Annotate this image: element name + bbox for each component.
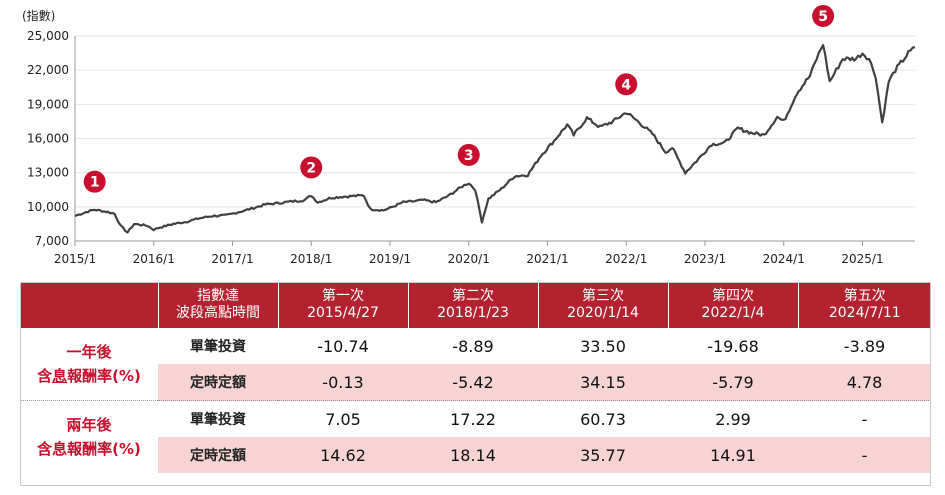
header-peak-time-line1: 指數達 bbox=[197, 288, 239, 304]
value-cell: 2.99 bbox=[668, 400, 798, 437]
y-unit-label: (指數) bbox=[22, 8, 55, 23]
header-col-4: 第四次 2022/1/4 bbox=[667, 282, 798, 328]
peak-marker-label: 1 bbox=[90, 175, 100, 191]
header-peak-time: 指數達 波段高點時間 bbox=[157, 282, 278, 328]
y-tick-label: 22,000 bbox=[27, 63, 69, 77]
peak-marker-circle bbox=[300, 156, 323, 179]
header-col-2-line1: 第二次 bbox=[452, 288, 494, 304]
peak-marker-circle bbox=[615, 73, 638, 96]
header-peak-time-line2: 波段高點時間 bbox=[176, 305, 260, 321]
index-series-line bbox=[74, 44, 916, 234]
method-cell: 定時定額 bbox=[158, 364, 278, 401]
x-tick-label: 2022/1 bbox=[605, 252, 647, 266]
peak-marker-label: 4 bbox=[621, 77, 631, 93]
gridlines bbox=[75, 35, 915, 208]
peak-marker-label: 3 bbox=[464, 148, 474, 164]
header-col-3: 第三次 2020/1/14 bbox=[537, 282, 668, 328]
peak-marker-circle bbox=[83, 170, 106, 193]
value-cell: 7.05 bbox=[278, 400, 408, 437]
value-cell: 34.15 bbox=[538, 364, 668, 401]
group-label-two-year-line1: 兩年後 bbox=[66, 416, 112, 434]
y-tick-label: 7,000 bbox=[35, 234, 69, 248]
value-cell: -3.89 bbox=[798, 328, 931, 364]
header-col-5-line1: 第五次 bbox=[843, 288, 886, 304]
value-cell: -10.74 bbox=[278, 328, 408, 364]
x-tick-label: 2016/1 bbox=[133, 252, 175, 266]
header-col-4-line2: 2022/1/4 bbox=[701, 305, 765, 321]
header-col-2-line2: 2018/1/23 bbox=[437, 305, 509, 321]
x-tick-label: 2017/1 bbox=[211, 252, 253, 266]
x-tick-label: 2024/1 bbox=[763, 252, 805, 266]
y-tick-label: 19,000 bbox=[27, 97, 69, 111]
value-cell: -19.68 bbox=[668, 328, 798, 364]
header-col-5-line2: 2024/7/11 bbox=[828, 305, 901, 321]
x-tick-label: 2015/1 bbox=[54, 252, 96, 266]
group-label-one-year-line1: 一年後 bbox=[66, 343, 112, 361]
value-cell: -8.89 bbox=[408, 328, 538, 364]
peak-marker-label: 5 bbox=[818, 9, 828, 25]
header-col-5: 第五次 2024/7/11 bbox=[797, 282, 931, 328]
y-tick-label: 16,000 bbox=[27, 132, 69, 146]
group-label-one-year-line2-post: 報酬率(%) bbox=[67, 367, 141, 385]
group-label-two-year: 兩年後 含息報酬率(%) bbox=[20, 400, 158, 473]
y-tick-label: 13,000 bbox=[27, 166, 69, 180]
x-tick-label: 2025/1 bbox=[841, 252, 883, 266]
x-tick-label: 2019/1 bbox=[369, 252, 411, 266]
x-tick-label: 2023/1 bbox=[684, 252, 726, 266]
group-label-two-year-line2: 含息報酬率(%) bbox=[37, 440, 141, 458]
y-axis-ticks: 7,000 10,000 13,000 16,000 19,000 22,000 25,00… bbox=[27, 29, 69, 248]
x-axis-ticks: 2015/1 2016/1 2017/1 2018/1 2019/1 2020/1 2021… bbox=[54, 241, 884, 266]
peak-marker-circle bbox=[812, 4, 835, 27]
value-cell: - bbox=[798, 400, 931, 437]
method-cell: 定時定額 bbox=[158, 437, 278, 473]
peak-marker-circle bbox=[457, 143, 480, 166]
y-tick-label: 10,000 bbox=[27, 200, 69, 214]
table-row: 定時定額 -0.13 -5.42 34.15 -5.79 4.78 bbox=[20, 364, 931, 401]
group-label-one-year: 一年後 含息報酬率(%) bbox=[20, 328, 158, 401]
value-cell: 33.50 bbox=[538, 328, 668, 364]
x-tick-label: 2018/1 bbox=[290, 252, 332, 266]
header-col-3-line1: 第三次 bbox=[582, 288, 624, 304]
value-cell: -5.79 bbox=[668, 364, 798, 401]
index-line-chart: (指數) 7,000 10,000 13,000 16,000 19,000 22,000… bbox=[22, 4, 916, 266]
header-corner bbox=[20, 282, 158, 328]
x-tick-label: 2020/1 bbox=[448, 252, 490, 266]
value-cell: 18.14 bbox=[408, 437, 538, 473]
value-cell: -0.13 bbox=[278, 364, 408, 401]
value-cell: -5.42 bbox=[408, 364, 538, 401]
peak-marker-label: 2 bbox=[306, 160, 316, 176]
header-col-3-line2: 2020/1/14 bbox=[567, 305, 639, 321]
returns-table: 指數達 波段高點時間 第一次 2015/4/27 第二次 2018/1/23 第三次 2… bbox=[20, 282, 931, 473]
value-cell: 14.91 bbox=[668, 437, 798, 473]
table-row: 定時定額 14.62 18.14 35.77 14.91 - bbox=[20, 437, 931, 473]
header-col-4-line1: 第四次 bbox=[712, 288, 754, 304]
method-cell: 單筆投資 bbox=[158, 328, 278, 364]
value-cell: 60.73 bbox=[538, 400, 668, 437]
value-cell: 35.77 bbox=[538, 437, 668, 473]
value-cell: - bbox=[798, 437, 931, 473]
header-col-2: 第二次 2018/1/23 bbox=[407, 282, 538, 328]
x-tick-label: 2021/1 bbox=[526, 252, 568, 266]
table-header-row: 指數達 波段高點時間 第一次 2015/4/27 第二次 2018/1/23 第三次 2… bbox=[20, 282, 931, 328]
header-col-1-line2: 2015/4/27 bbox=[307, 305, 379, 321]
value-cell: 17.22 bbox=[408, 400, 538, 437]
header-col-1-line1: 第一次 bbox=[322, 288, 364, 304]
header-col-1: 第一次 2015/4/27 bbox=[277, 282, 408, 328]
table-row: 一年後 含息報酬率(%) 單筆投資 -10.74 -8.89 33.50 -19… bbox=[20, 328, 931, 401]
value-cell: 14.62 bbox=[278, 437, 408, 473]
value-cell: 4.78 bbox=[798, 364, 931, 401]
group-label-one-year-line2-pre: 含 bbox=[37, 367, 53, 385]
peak-markers: 1 2 3 4 5 bbox=[83, 4, 835, 193]
table-row: 兩年後 含息報酬率(%) 單筆投資 7.05 17.22 60.73 2.99 … bbox=[20, 400, 931, 473]
group-label-one-year-line2-ul: 息 bbox=[52, 367, 68, 385]
y-tick-label: 25,000 bbox=[27, 29, 69, 43]
method-cell: 單筆投資 bbox=[158, 400, 278, 437]
